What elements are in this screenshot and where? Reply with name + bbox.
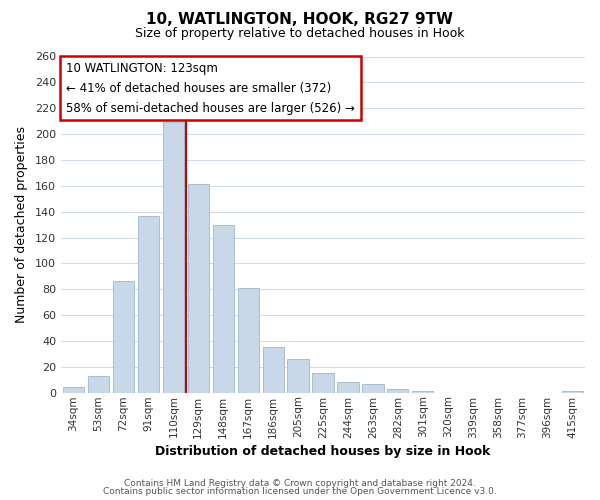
Text: Size of property relative to detached houses in Hook: Size of property relative to detached ho… <box>135 28 465 40</box>
Y-axis label: Number of detached properties: Number of detached properties <box>15 126 28 323</box>
Text: 10, WATLINGTON, HOOK, RG27 9TW: 10, WATLINGTON, HOOK, RG27 9TW <box>146 12 454 28</box>
Text: Contains HM Land Registry data © Crown copyright and database right 2024.: Contains HM Land Registry data © Crown c… <box>124 478 476 488</box>
X-axis label: Distribution of detached houses by size in Hook: Distribution of detached houses by size … <box>155 444 491 458</box>
Bar <box>113 282 134 393</box>
Bar <box>263 348 284 393</box>
Bar <box>337 382 359 392</box>
Text: Contains public sector information licensed under the Open Government Licence v3: Contains public sector information licen… <box>103 487 497 496</box>
Bar <box>188 184 209 392</box>
Bar <box>163 122 184 392</box>
Bar <box>63 388 84 392</box>
Bar <box>138 216 159 392</box>
Bar <box>287 359 308 392</box>
Bar <box>212 224 234 392</box>
Bar <box>238 288 259 393</box>
Bar <box>362 384 383 392</box>
Bar <box>313 374 334 392</box>
Bar <box>88 376 109 392</box>
Bar <box>387 389 409 392</box>
Text: 10 WATLINGTON: 123sqm
← 41% of detached houses are smaller (372)
58% of semi-det: 10 WATLINGTON: 123sqm ← 41% of detached … <box>66 62 355 114</box>
